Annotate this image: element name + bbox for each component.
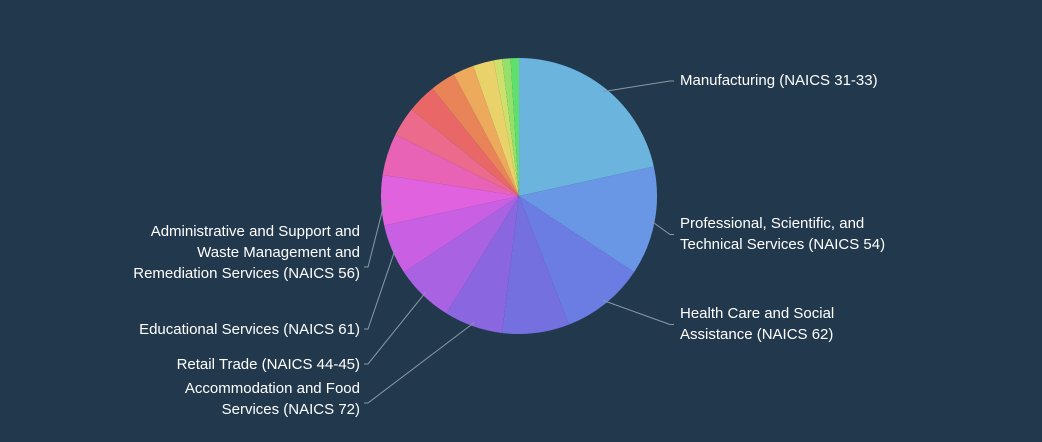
leader-line-2 — [602, 299, 674, 325]
pie-slice-2 — [519, 196, 635, 325]
pie-slice-6 — [384, 196, 519, 273]
slice-label-2: Health Care and Social Assistance (NAICS … — [680, 305, 834, 343]
pie-slice-0 — [519, 58, 654, 196]
pie-slice-13 — [473, 60, 519, 196]
slice-label-4: Accommodation and Food Services (NAICS 72… — [185, 380, 360, 418]
pie-slice-15 — [502, 58, 519, 196]
pie-slice-8 — [382, 134, 519, 196]
pie-slice-10 — [411, 88, 519, 196]
pie-slice-5 — [403, 196, 519, 314]
pie-slice-7 — [381, 174, 519, 226]
pie-slice-9 — [395, 109, 519, 196]
slice-label-0: Manufacturing (NAICS 31-33) — [680, 72, 878, 89]
leader-line-6 — [364, 321, 475, 404]
slice-label-5: Retail Trade (NAICS 44-45) — [177, 356, 360, 373]
leader-line-3 — [364, 200, 386, 268]
pie-slice-3 — [502, 196, 569, 334]
pie-slice-4 — [446, 196, 519, 333]
pie-slice-16 — [510, 58, 519, 196]
leader-lines — [364, 80, 674, 404]
leader-line-0 — [602, 80, 674, 93]
leader-line-1 — [650, 220, 674, 235]
pie-slice-14 — [493, 59, 519, 196]
pie-slice-11 — [432, 74, 519, 196]
leader-line-4 — [364, 248, 397, 330]
slice-labels: Manufacturing (NAICS 31-33) Professional,… — [133, 72, 885, 418]
leader-line-5 — [364, 291, 427, 365]
pie-slices — [381, 58, 657, 334]
slice-label-7: Administrative and Support and Waste Mana… — [133, 223, 360, 282]
slice-label-6: Educational Services (NAICS 61) — [139, 321, 360, 338]
pie-slice-12 — [453, 65, 519, 196]
slice-label-1: Professional, Scientific, and Technical S… — [680, 215, 885, 253]
pie-slice-1 — [519, 166, 657, 273]
